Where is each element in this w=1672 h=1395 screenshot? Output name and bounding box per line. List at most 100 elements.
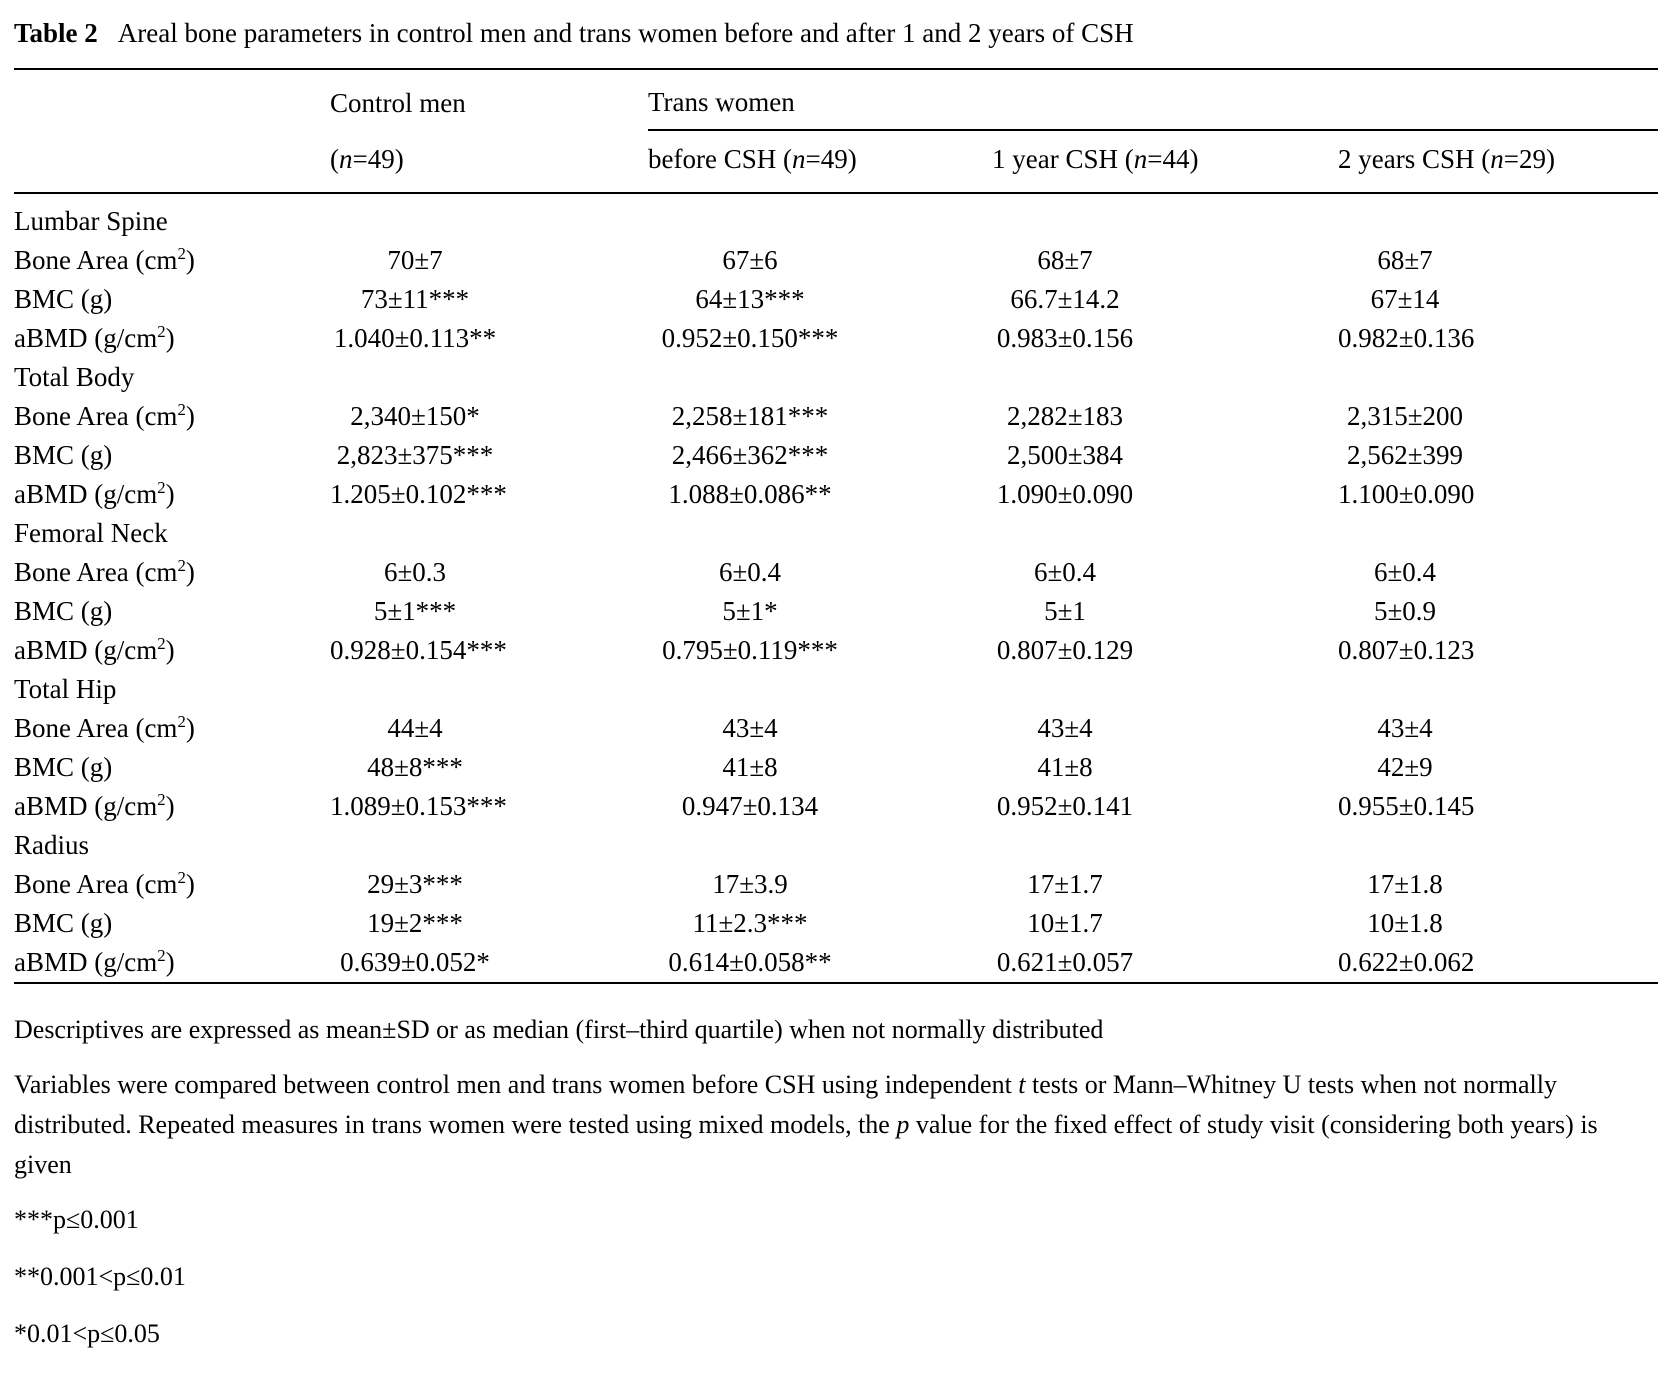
empty-header-cell xyxy=(14,130,330,194)
value-cell: 29±3*** xyxy=(367,869,463,899)
table-row: BMC (g) 19±2*** 11±2.3*** 10±1.7 10±1.8 xyxy=(14,904,1658,943)
value-cell: 64±13*** xyxy=(695,284,805,314)
value-cell: 10±1.7 xyxy=(1027,908,1103,938)
row-label: BMC (g) xyxy=(14,752,113,782)
section-label: Femoral Neck xyxy=(14,518,168,548)
footnote-sig-001: ***p≤0.001 xyxy=(14,1205,139,1234)
value-cell: 43±4 xyxy=(1377,713,1433,743)
row-label: aBMD (g/cm2) xyxy=(14,478,175,509)
value-cell: 0.952±0.150*** xyxy=(661,323,839,353)
row-label: Bone Area (cm2) xyxy=(14,400,195,431)
table-header: Control men Trans women (n=49) before CS… xyxy=(14,69,1658,194)
value-cell: 0.982±0.136 xyxy=(1338,323,1475,353)
value-cell: 68±7 xyxy=(1377,245,1433,275)
value-cell: 43±4 xyxy=(722,713,778,743)
col-header-control-n: (n=49) xyxy=(330,130,648,194)
table-row: aBMD (g/cm2) 1.205±0.102*** 1.088±0.086** 1… xyxy=(14,475,1658,514)
col-header-before-csh: before CSH (n=49) xyxy=(648,130,992,194)
column-group-row: Control men Trans women xyxy=(14,69,1658,131)
col-group-control-men: Control men xyxy=(330,88,466,118)
value-cell: 68±7 xyxy=(1037,245,1093,275)
row-label: aBMD (g/cm2) xyxy=(14,322,175,353)
row-label: BMC (g) xyxy=(14,596,113,626)
value-cell: 42±9 xyxy=(1377,752,1433,782)
value-cell: 2,315±200 xyxy=(1346,401,1464,431)
value-cell: 0.807±0.123 xyxy=(1338,635,1475,665)
table-footnotes: Descriptives are expressed as mean±SD or… xyxy=(14,1010,1658,1354)
value-cell: 67±14 xyxy=(1370,284,1440,314)
value-cell: 19±2*** xyxy=(367,908,463,938)
value-cell: 5±1 xyxy=(1044,596,1086,626)
section-row: Total Hip xyxy=(14,670,1658,709)
table-row: BMC (g) 73±11*** 64±13*** 66.7±14.2 67±14 xyxy=(14,280,1658,319)
table-body: Lumbar Spine Bone Area (cm2) 70±7 67±6 68±7 6… xyxy=(14,193,1658,983)
section-label: Total Body xyxy=(14,362,135,392)
bone-parameters-table: Control men Trans women (n=49) before CS… xyxy=(14,68,1658,984)
value-cell: 6±0.4 xyxy=(1373,557,1437,587)
row-label: aBMD (g/cm2) xyxy=(14,634,175,665)
value-cell: 0.622±0.062 xyxy=(1338,947,1475,977)
value-cell: 1.090±0.090 xyxy=(996,479,1134,509)
empty-header-cell xyxy=(14,69,330,130)
value-cell: 48±8*** xyxy=(367,752,463,782)
table-caption: Table 2 Areal bone parameters in control … xyxy=(14,16,1658,50)
value-cell: 0.807±0.129 xyxy=(996,635,1134,665)
row-label: Bone Area (cm2) xyxy=(14,244,195,275)
section-row: Lumbar Spine xyxy=(14,193,1658,241)
value-cell: 1.100±0.090 xyxy=(1338,479,1475,509)
value-cell: 1.205±0.102*** xyxy=(330,479,507,509)
row-label: Bone Area (cm2) xyxy=(14,712,195,743)
table-row: Bone Area (cm2) 6±0.3 6±0.4 6±0.4 6±0.4 xyxy=(14,553,1658,592)
value-cell: 44±4 xyxy=(387,713,443,743)
value-cell: 0.947±0.134 xyxy=(681,791,819,821)
value-cell: 10±1.8 xyxy=(1367,908,1443,938)
value-cell: 2,500±384 xyxy=(1006,440,1124,470)
value-cell: 73±11*** xyxy=(360,284,470,314)
footnote-descriptives: Descriptives are expressed as mean±SD or… xyxy=(14,1015,1104,1044)
value-cell: 1.089±0.153*** xyxy=(330,791,507,821)
table-row: BMC (g) 48±8*** 41±8 41±8 42±9 xyxy=(14,748,1658,787)
value-cell: 41±8 xyxy=(722,752,778,782)
section-label: Total Hip xyxy=(14,674,117,704)
row-label: aBMD (g/cm2) xyxy=(14,790,175,821)
value-cell: 11±2.3*** xyxy=(692,908,808,938)
row-label: aBMD (g/cm2) xyxy=(14,946,175,977)
value-cell: 0.952±0.141 xyxy=(996,791,1134,821)
value-cell: 2,823±375*** xyxy=(336,440,494,470)
table-label: Table 2 xyxy=(14,18,98,48)
table-row: Bone Area (cm2) 70±7 67±6 68±7 68±7 xyxy=(14,241,1658,280)
value-cell: 0.639±0.052* xyxy=(340,947,490,977)
footnote-sig-05: *0.01<p≤0.05 xyxy=(14,1319,160,1348)
value-cell: 6±0.4 xyxy=(1033,557,1097,587)
value-cell: 66.7±14.2 xyxy=(1010,284,1120,314)
col-group-trans-women: Trans women xyxy=(648,69,1658,131)
value-cell: 1.040±0.113** xyxy=(333,323,497,353)
value-cell: 0.795±0.119*** xyxy=(662,635,838,665)
value-cell: 2,282±183 xyxy=(1006,401,1124,431)
table-title: Areal bone parameters in control men and… xyxy=(117,18,1134,48)
table-row: aBMD (g/cm2) 1.089±0.153*** 0.947±0.134 0.9… xyxy=(14,787,1658,826)
section-label: Lumbar Spine xyxy=(14,206,168,236)
col-header-1-year-csh: 1 year CSH (n=44) xyxy=(992,130,1338,194)
value-cell: 0.614±0.058** xyxy=(668,947,832,977)
value-cell: 0.983±0.156 xyxy=(996,323,1134,353)
footnote-sig-01: **0.001<p≤0.01 xyxy=(14,1262,186,1291)
value-cell: 0.928±0.154*** xyxy=(330,635,507,665)
value-cell: 0.955±0.145 xyxy=(1338,791,1475,821)
value-cell: 6±0.4 xyxy=(718,557,782,587)
row-label: BMC (g) xyxy=(14,284,113,314)
value-cell: 17±1.8 xyxy=(1367,869,1443,899)
value-cell: 2,340±150* xyxy=(350,401,480,431)
section-label: Radius xyxy=(14,830,90,860)
table-row: aBMD (g/cm2) 0.639±0.052* 0.614±0.058** 0.6… xyxy=(14,943,1658,983)
value-cell: 2,258±181*** xyxy=(671,401,829,431)
section-row: Total Body xyxy=(14,358,1658,397)
value-cell: 17±3.9 xyxy=(712,869,788,899)
value-cell: 1.088±0.086** xyxy=(668,479,832,509)
value-cell: 5±0.9 xyxy=(1373,596,1437,626)
footnote-statistics: Variables were compared between control … xyxy=(14,1070,1598,1179)
row-label: Bone Area (cm2) xyxy=(14,556,195,587)
table-row: Bone Area (cm2) 29±3*** 17±3.9 17±1.7 17±1.8 xyxy=(14,865,1658,904)
value-cell: 70±7 xyxy=(387,245,443,275)
